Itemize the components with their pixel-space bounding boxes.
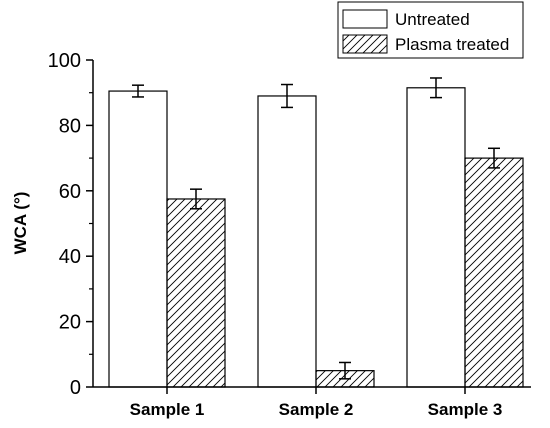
y-tick-label-80: 80 xyxy=(59,115,81,137)
bar-plasma-treated-sample-1 xyxy=(166,198,226,388)
y-tick-label-0: 0 xyxy=(70,377,81,399)
legend: Untreated Plasma treated xyxy=(337,1,524,59)
legend-label-untreated: Untreated xyxy=(395,10,470,29)
bar-untreated-sample-2 xyxy=(257,95,317,388)
y-ticks: 0 20 40 60 80 100 xyxy=(48,50,93,399)
legend-label-plasma-treated: Plasma treated xyxy=(395,35,509,54)
bar-plasma-treated-sample-3 xyxy=(464,157,524,388)
y-tick-label-60: 60 xyxy=(59,181,81,203)
legend-swatch-plasma-treated xyxy=(342,34,388,54)
legend-swatch-untreated xyxy=(342,9,388,29)
y-tick-label-100: 100 xyxy=(48,50,81,72)
y-axis-title: WCA (°) xyxy=(11,192,30,255)
bar-untreated-sample-1 xyxy=(108,90,168,388)
y-tick-label-20: 20 xyxy=(59,312,81,334)
error-bars-layer xyxy=(132,77,500,380)
bars-layer xyxy=(108,87,524,388)
x-categories: Sample 1 Sample 2 Sample 3 xyxy=(130,387,503,419)
x-category-label-sample-3: Sample 3 xyxy=(428,400,503,419)
x-category-label-sample-1: Sample 1 xyxy=(130,400,205,419)
bar-untreated-sample-3 xyxy=(406,87,466,388)
y-tick-label-40: 40 xyxy=(59,246,81,268)
x-category-label-sample-2: Sample 2 xyxy=(279,400,354,419)
